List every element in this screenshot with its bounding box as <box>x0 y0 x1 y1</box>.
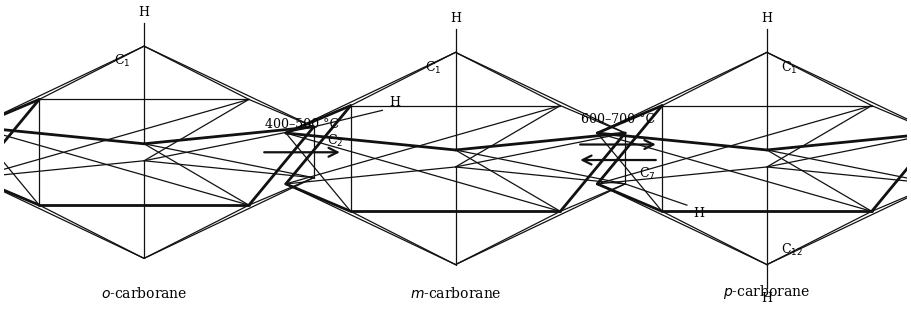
Text: H: H <box>138 6 149 19</box>
Text: C$_2$: C$_2$ <box>327 133 343 149</box>
Text: 600–700 °C: 600–700 °C <box>581 113 655 126</box>
Text: $\it{p}$-carborane: $\it{p}$-carborane <box>723 283 811 301</box>
Text: H: H <box>762 292 773 305</box>
Text: C$_7$: C$_7$ <box>639 166 655 181</box>
Text: 400–500 °C: 400–500 °C <box>265 118 339 131</box>
Text: H: H <box>694 207 705 221</box>
Text: H: H <box>762 12 773 25</box>
Text: $\it{m}$-carborane: $\it{m}$-carborane <box>410 286 501 301</box>
Text: H: H <box>389 96 400 109</box>
Text: C$_1$: C$_1$ <box>781 59 797 75</box>
Text: C$_1$: C$_1$ <box>425 59 442 75</box>
Text: $\it{o}$-carborane: $\it{o}$-carborane <box>101 286 188 301</box>
Text: C$_1$: C$_1$ <box>114 53 130 69</box>
Text: C$_{12}$: C$_{12}$ <box>781 241 803 258</box>
Text: H: H <box>450 12 461 25</box>
